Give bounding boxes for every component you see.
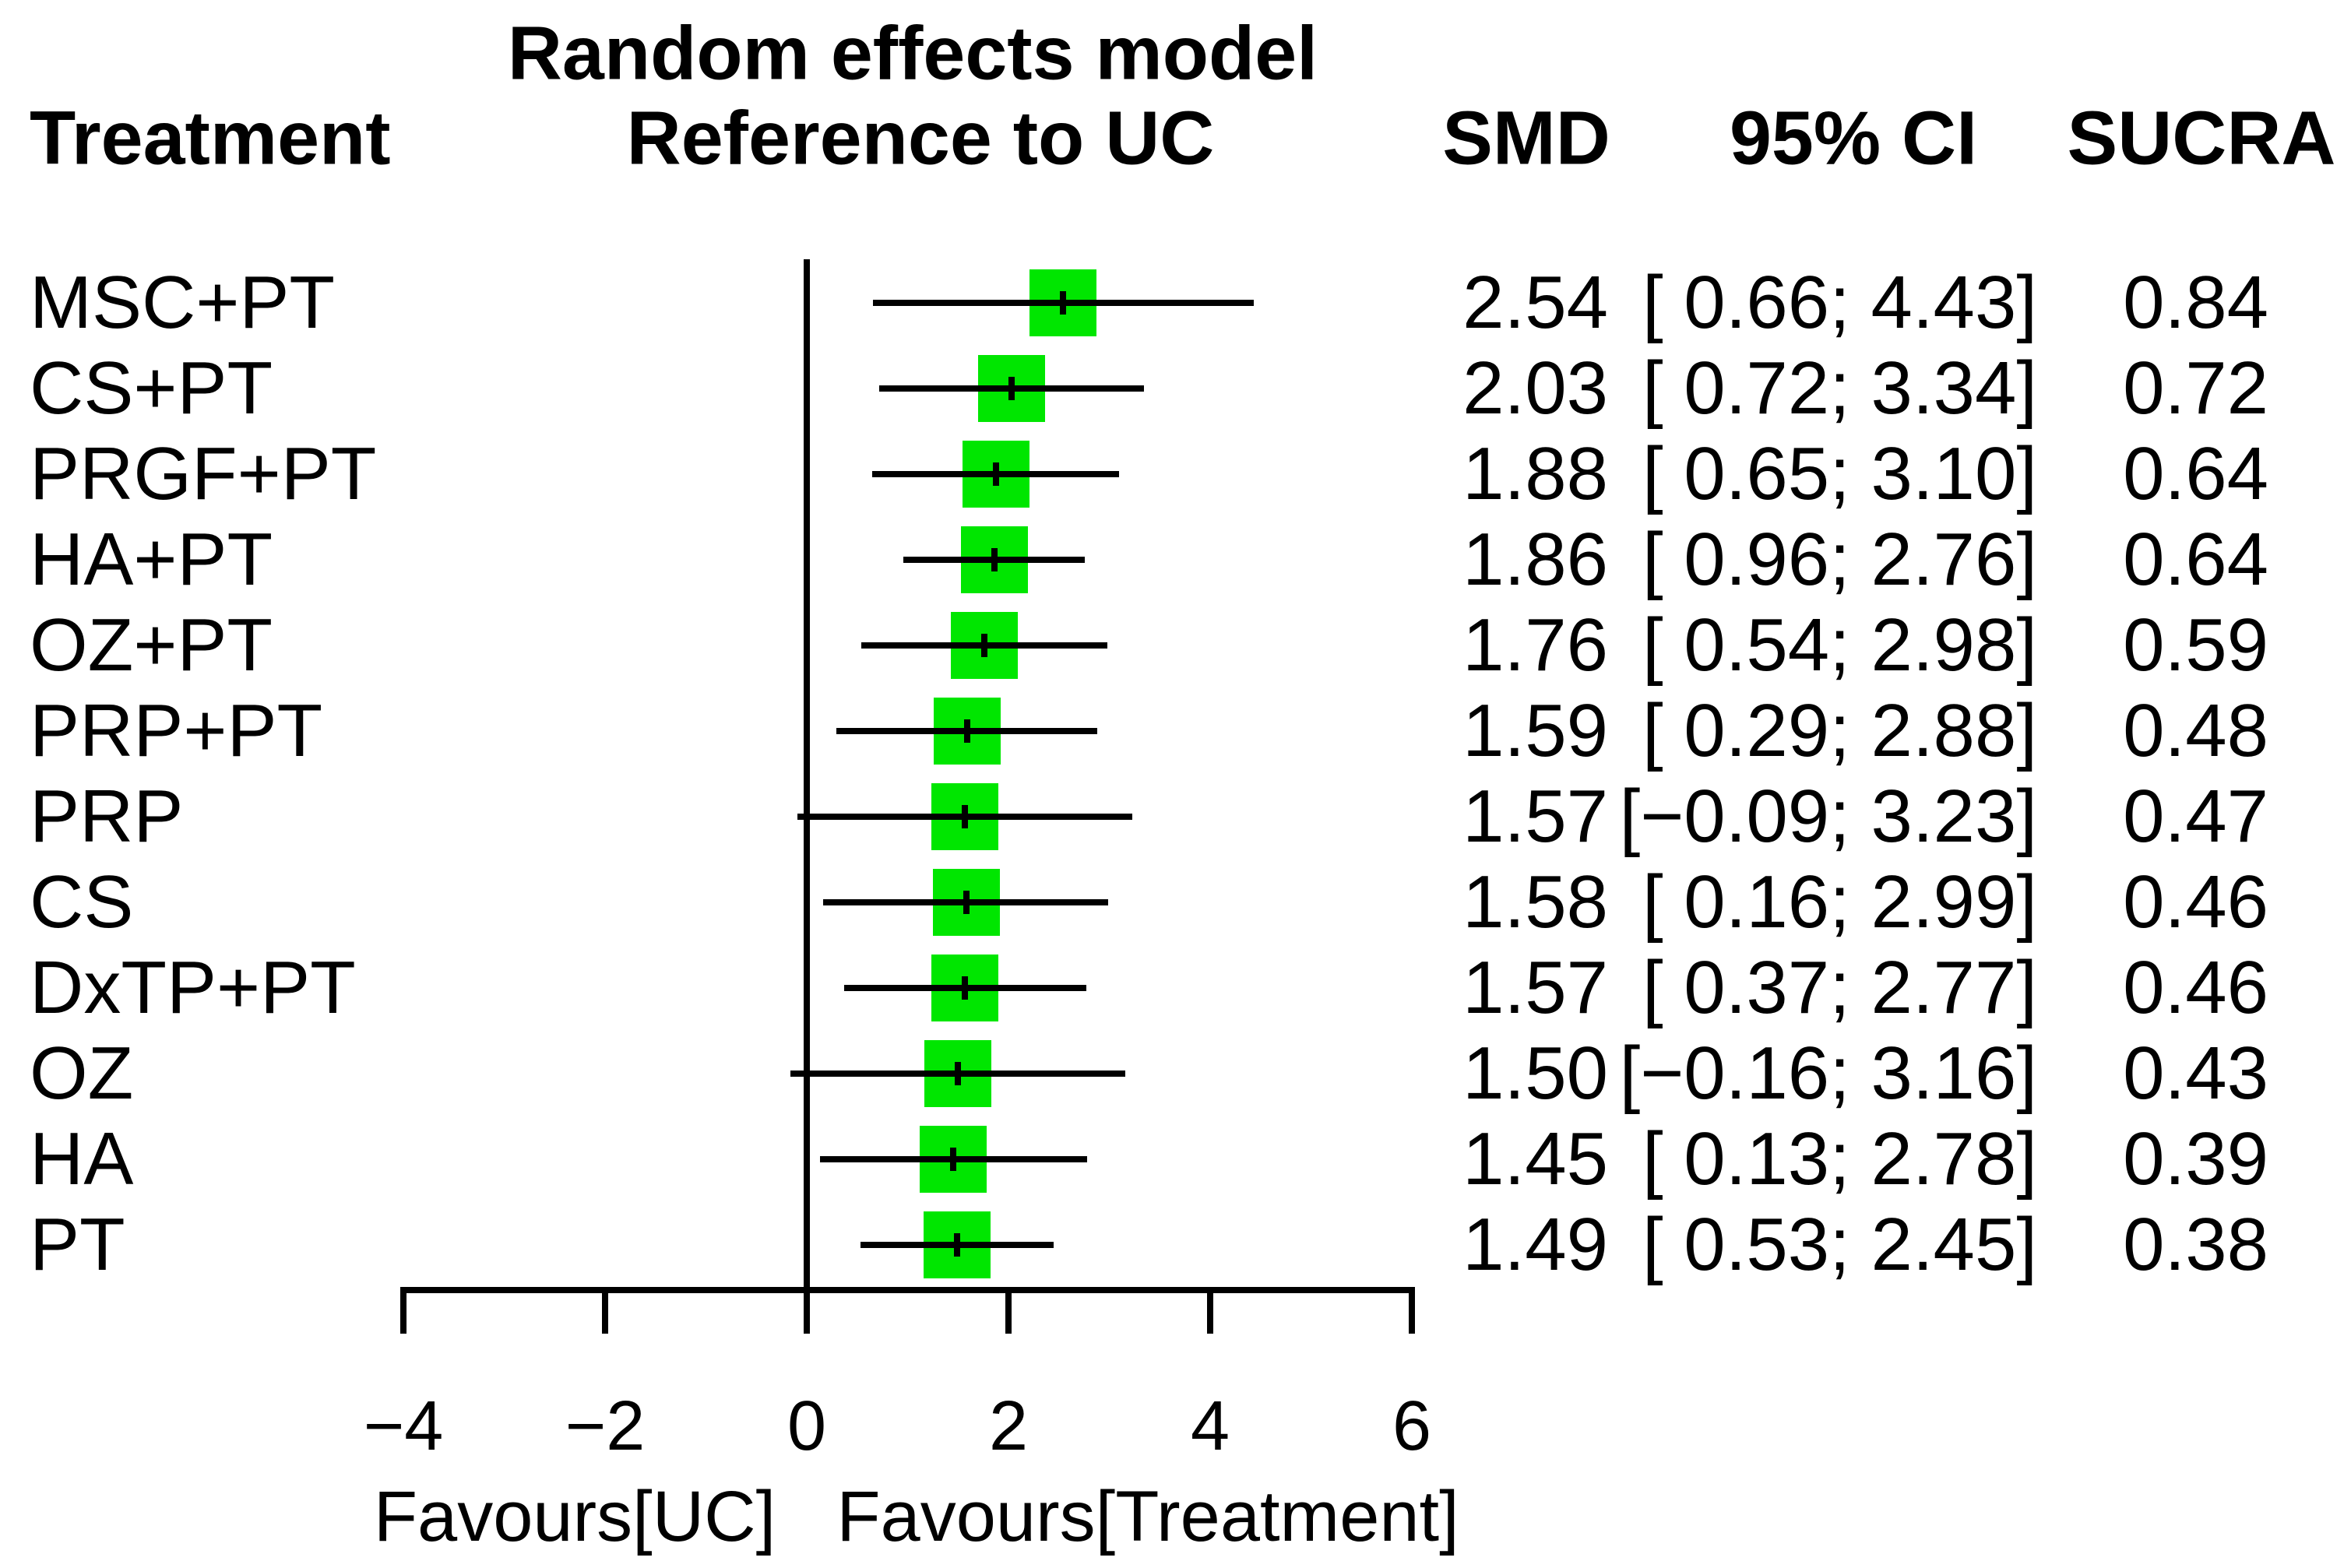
smd-value: 2.03 [1462, 346, 1608, 430]
ci-value: [ 0.72; 3.34] [1642, 346, 2037, 430]
sucra-value: 0.72 [2123, 346, 2268, 430]
x-axis-tick [602, 1287, 608, 1334]
ci-value: [ 0.54; 2.98] [1642, 603, 2037, 687]
treatment-label: PRP [30, 775, 184, 858]
smd-value: 1.88 [1462, 432, 1608, 515]
ci-value: [ 0.13; 2.78] [1642, 1117, 2037, 1201]
x-axis-tick-label: 6 [1392, 1387, 1432, 1465]
treatment-label: CS+PT [30, 346, 273, 430]
treatment-label: DxTP+PT [30, 946, 356, 1029]
sucra-value: 0.46 [2123, 946, 2268, 1029]
x-axis-tick-label: 2 [988, 1387, 1029, 1465]
sucra-value: 0.48 [2123, 689, 2268, 772]
column-header-smd: SMD [1442, 95, 1610, 181]
x-axis-tick-label: 0 [787, 1387, 827, 1465]
x-axis-tick [1207, 1287, 1213, 1334]
x-axis-line [400, 1287, 1415, 1293]
smd-value: 1.57 [1462, 775, 1608, 858]
point-estimate-tick [955, 1062, 962, 1085]
treatment-label: MSC+PT [30, 261, 336, 344]
sucra-value: 0.46 [2123, 860, 2268, 944]
treatment-label: HA+PT [30, 518, 273, 601]
sucra-value: 0.39 [2123, 1117, 2268, 1201]
sucra-value: 0.59 [2123, 603, 2268, 687]
ci-value: [ 0.96; 2.76] [1642, 518, 2037, 601]
point-estimate-tick [1008, 377, 1015, 400]
x-axis-tick-label: 4 [1190, 1387, 1230, 1465]
column-header-sucra: SUCRA [2067, 95, 2336, 181]
point-estimate-tick [963, 891, 970, 914]
x-axis-tick-label: −2 [565, 1387, 646, 1465]
x-axis-tick [1005, 1287, 1012, 1334]
point-estimate-tick [953, 1233, 960, 1257]
sucra-value: 0.64 [2123, 432, 2268, 515]
smd-value: 1.86 [1462, 518, 1608, 601]
sucra-value: 0.47 [2123, 775, 2268, 858]
point-estimate-tick [993, 462, 1000, 486]
ci-value: [ 0.66; 4.43] [1642, 261, 2037, 344]
point-estimate-tick [949, 1148, 956, 1171]
point-estimate-tick [962, 805, 969, 828]
treatment-label: OZ [30, 1032, 134, 1115]
sucra-value: 0.64 [2123, 518, 2268, 601]
x-axis-tick-label: −4 [363, 1387, 444, 1465]
sucra-value: 0.38 [2123, 1203, 2268, 1286]
ci-value: [ 0.53; 2.45] [1642, 1203, 2037, 1286]
ci-value: [−0.09; 3.23] [1619, 775, 2037, 858]
smd-value: 1.50 [1462, 1032, 1608, 1115]
point-estimate-tick [963, 719, 970, 743]
treatment-label: CS [30, 860, 134, 944]
zero-reference-line [804, 259, 810, 1334]
treatment-label: OZ+PT [30, 603, 273, 687]
sucra-value: 0.43 [2123, 1032, 2268, 1115]
smd-value: 1.49 [1462, 1203, 1608, 1286]
smd-value: 1.57 [1462, 946, 1608, 1029]
point-estimate-tick [962, 976, 969, 1000]
treatment-label: PRGF+PT [30, 432, 377, 515]
point-estimate-tick [991, 548, 998, 571]
ci-value: [ 0.16; 2.99] [1642, 860, 2037, 944]
column-header-ci: 95% CI [1729, 95, 1978, 181]
treatment-label: HA [30, 1117, 134, 1201]
smd-value: 1.45 [1462, 1117, 1608, 1201]
smd-value: 1.58 [1462, 860, 1608, 944]
column-header-treatment: Treatment [30, 95, 391, 181]
plot-subtitle: Reference to UC [626, 95, 1215, 181]
smd-value: 1.59 [1462, 689, 1608, 772]
axis-label-favours-treatment: Favours[Treatment] [836, 1477, 1459, 1556]
point-estimate-tick [980, 634, 987, 657]
sucra-value: 0.84 [2123, 261, 2268, 344]
ci-value: [−0.16; 3.16] [1619, 1032, 2037, 1115]
axis-label-favours-uc: Favours[UC] [373, 1477, 776, 1556]
smd-value: 2.54 [1462, 261, 1608, 344]
x-axis-tick [804, 1287, 810, 1334]
smd-value: 1.76 [1462, 603, 1608, 687]
x-axis-tick [1409, 1287, 1415, 1334]
ci-value: [ 0.65; 3.10] [1642, 432, 2037, 515]
x-axis-tick [400, 1287, 406, 1334]
ci-value: [ 0.29; 2.88] [1642, 689, 2037, 772]
point-estimate-tick [1059, 291, 1066, 315]
ci-value: [ 0.37; 2.77] [1642, 946, 2037, 1029]
treatment-label: PRP+PT [30, 689, 323, 772]
plot-title: Random effects model [507, 10, 1318, 96]
treatment-label: PT [30, 1203, 125, 1286]
